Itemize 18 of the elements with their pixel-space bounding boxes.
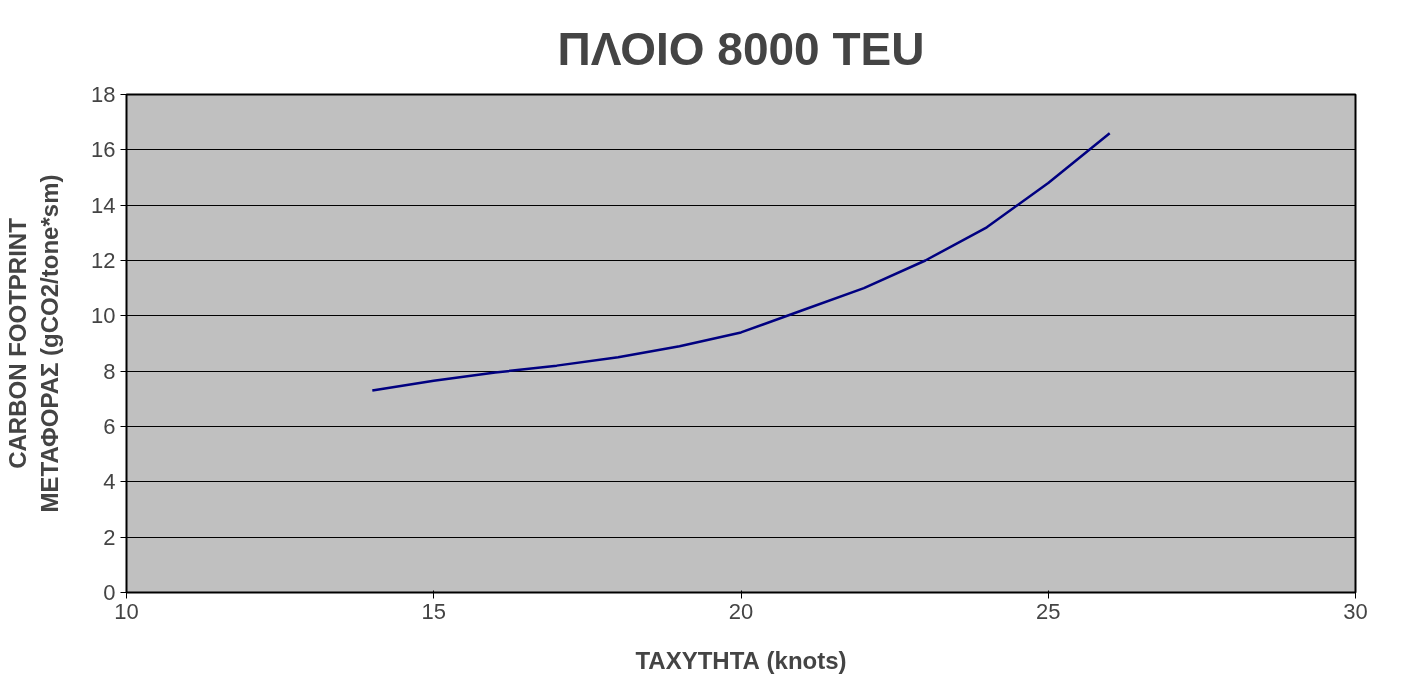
x-tick-label: 15 — [421, 598, 446, 624]
y-tick-label: 14 — [91, 192, 116, 218]
y-tick-label: 12 — [91, 248, 116, 273]
y-tick-label: 18 — [91, 82, 116, 107]
x-tick-label: 30 — [1343, 598, 1368, 624]
line-series — [371, 131, 1111, 392]
y-axis-title: CARBON FOOTPRINT ΜΕΤΑΦΟΡΑΣ (gCO2/tone*sm) — [3, 174, 64, 513]
y-tick-label: 4 — [103, 469, 116, 495]
x-axis-title: ΤΑΧΥΤΗΤΑ (knots) — [635, 646, 847, 674]
x-tick-label: 25 — [1036, 598, 1061, 624]
y-tick-label: 10 — [91, 303, 116, 329]
y-tick-label: 0 — [103, 580, 116, 605]
y-tick-label: 16 — [91, 137, 116, 163]
x-tick-label: 20 — [728, 598, 754, 624]
y-tick-label: 2 — [103, 524, 116, 550]
chart-title: ΠΛΟΙΟ 8000 TEU — [557, 22, 925, 75]
y-tick-label: 8 — [103, 358, 116, 384]
y-tick-label: 6 — [103, 414, 116, 439]
